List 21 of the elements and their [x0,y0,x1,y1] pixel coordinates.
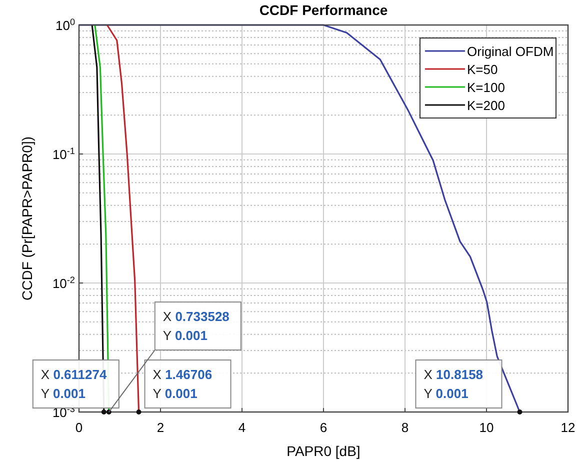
x-tick-label: 12 [560,420,576,435]
chart-title: CCDF Performance [259,2,388,18]
annotation: X 1.46706 Y 0.001 [152,367,212,401]
y-axis-title: CCDF (Pr[PAPR>PAPR0]) [19,136,35,301]
y-tick-label: 10$^{0}$ [55,17,75,33]
y-tick-label: 10$^{-1}$ [52,146,75,162]
x-tick-label: 6 [320,420,328,435]
x-tick-label: 0 [75,420,83,435]
annotation: X 0.611274 Y 0.001 [40,367,108,401]
annotation: X 10.8158 Y 0.001 [424,367,484,401]
x-tick-label: 4 [238,420,246,435]
x-tick-label: 8 [401,420,409,435]
legend-label: K=50 [467,62,498,77]
legend-label: K=100 [467,80,505,95]
legend-label: K=200 [467,98,505,113]
annotation: X 0.733528 Y 0.001 [162,309,230,343]
x-tick-label: 10 [479,420,494,435]
x-axis-title: PAPR0 [dB] [286,443,360,459]
y-tick-label: 10$^{-2}$ [52,275,75,291]
x-tick-label: 2 [156,420,164,435]
legend-label: Original OFDM [467,44,554,59]
